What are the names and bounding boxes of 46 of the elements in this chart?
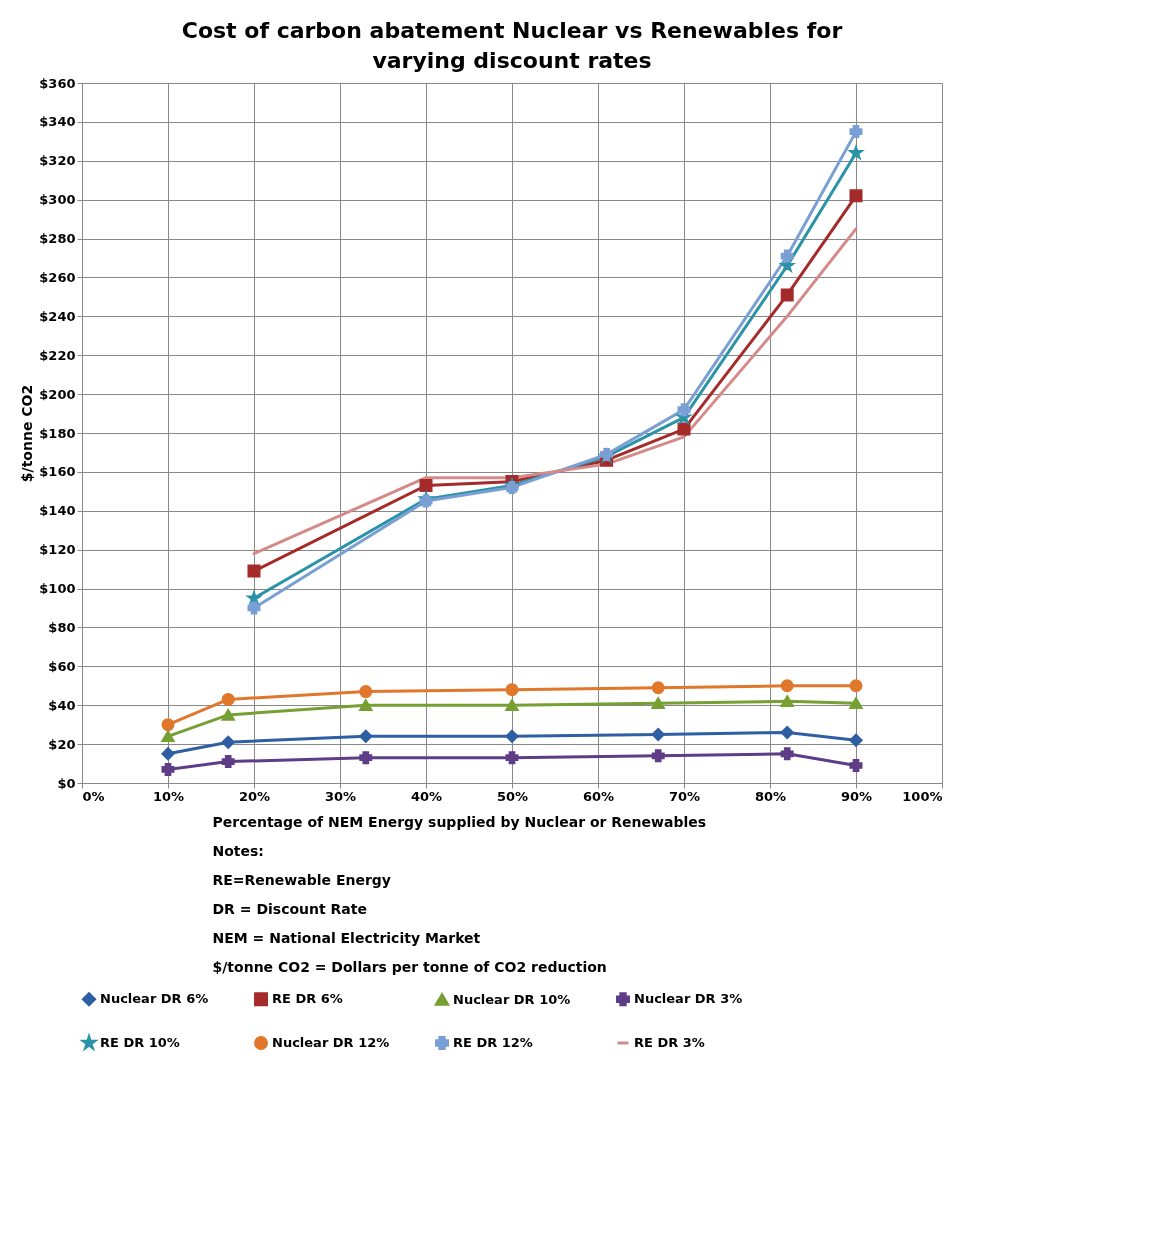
- text: DR = Discount Rate: [212, 900, 367, 917]
- legend-label: RE DR 12%: [453, 1035, 533, 1050]
- y-tick-label: $300: [39, 192, 76, 208]
- x-tick-label: 20%: [238, 788, 271, 804]
- text: NEM = National Electricity Market: [212, 929, 481, 946]
- legend-label: Nuclear DR 12%: [272, 1035, 390, 1050]
- y-tick-label: $240: [39, 308, 76, 324]
- y-axis-title: $/tonne CO2: [19, 384, 36, 483]
- x-axis-title: Percentage of NEM Energy supplied by Nuclear or Renewables: [212, 813, 707, 830]
- y-tick-label: $180: [39, 425, 76, 441]
- y-tick-label: $100: [39, 581, 76, 597]
- y-tick-label: $0: [57, 775, 76, 791]
- legend-label: RE DR 10%: [100, 1035, 180, 1050]
- legend-label: RE DR 3%: [634, 1035, 705, 1050]
- x-tick-label: 10%: [152, 788, 185, 804]
- y-tick-label: $20: [48, 736, 76, 752]
- text: RE=Renewable Energy: [212, 871, 391, 888]
- y-tick-label: $220: [39, 347, 76, 363]
- y-tick-label: $260: [39, 269, 76, 285]
- y-tick-label: $60: [48, 658, 76, 674]
- x-tick-label: 100%: [902, 788, 943, 804]
- legend-label: Nuclear DR 10%: [453, 991, 571, 1007]
- x-tick-label: 60%: [582, 788, 615, 804]
- y-tick-label: $80: [48, 619, 76, 635]
- x-tick-label: 0%: [82, 788, 105, 804]
- y-tick-label: $340: [39, 114, 76, 130]
- text: Notes:: [212, 842, 264, 859]
- x-tick-label: 70%: [668, 788, 701, 804]
- x-tick-label: 90%: [840, 788, 873, 804]
- y-tick-label: $40: [48, 697, 76, 713]
- y-tick-label: $200: [39, 386, 76, 402]
- chart-title: Cost of carbon abatement Nuclear vs Renewables for varying discount rates: [181, 18, 843, 73]
- y-tick-label: $280: [39, 231, 76, 247]
- x-tick-label: 30%: [324, 788, 357, 804]
- y-tick-label: $140: [39, 503, 76, 519]
- y-tick-label: $160: [39, 464, 76, 480]
- legend-label: RE DR 6%: [272, 991, 343, 1007]
- y-tick-label: $320: [39, 153, 76, 169]
- text: $/tonne CO2 = Dollars per tonne of CO2 reduction: [212, 958, 607, 975]
- y-tick-label: $120: [39, 542, 76, 558]
- legend-label: Nuclear DR 3%: [634, 991, 743, 1007]
- legend-label: Nuclear DR 6%: [100, 991, 209, 1007]
- x-tick-label: 80%: [754, 788, 787, 804]
- x-tick-label: 50%: [496, 788, 529, 804]
- y-tick-label: $360: [39, 75, 76, 91]
- x-tick-label: 40%: [410, 788, 443, 804]
